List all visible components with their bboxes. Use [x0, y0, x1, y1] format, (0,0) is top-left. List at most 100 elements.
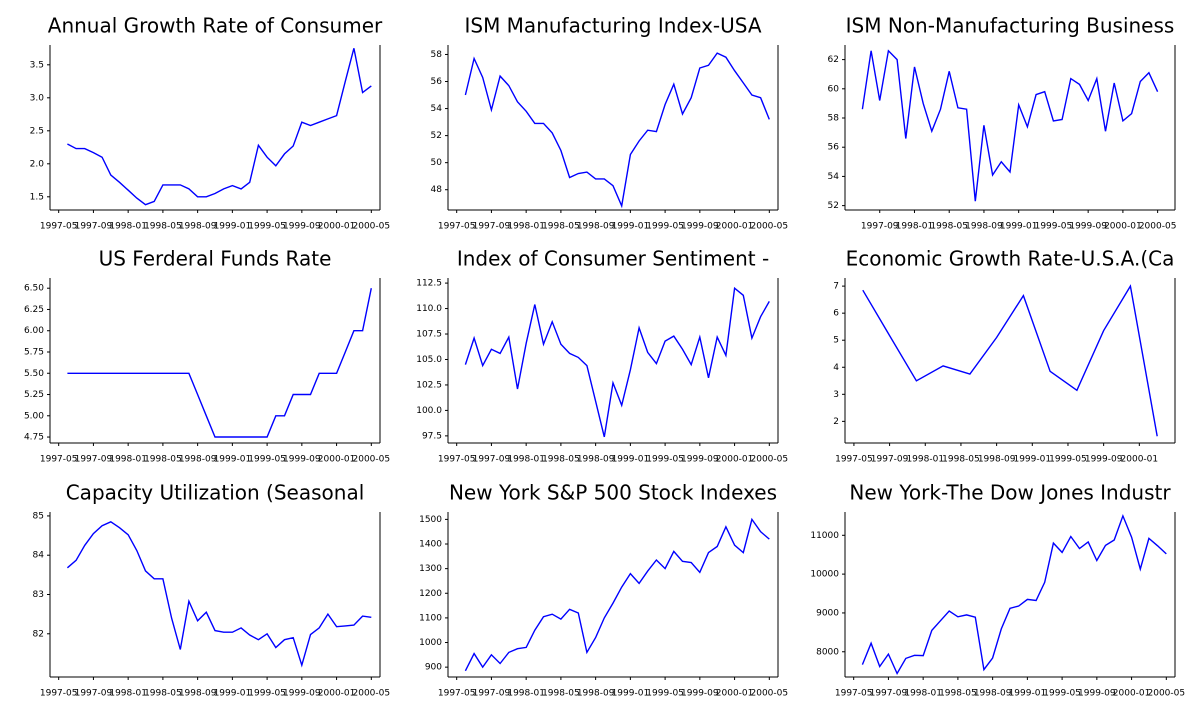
y-tick-label: 105.0: [416, 355, 442, 365]
x-tick-label: 1999-09: [283, 222, 321, 232]
x-tick-label: 1999-09: [681, 689, 719, 699]
y-tick-label: 52: [431, 131, 442, 141]
y-tick-label: 82: [33, 629, 44, 639]
x-tick-label: 1999-09: [681, 455, 719, 465]
x-tick-label: 2000-01: [318, 689, 356, 699]
x-tick-label: 1999-01: [214, 455, 252, 465]
y-tick-label: 11000: [810, 531, 839, 541]
x-tick-label: 1997-09: [871, 455, 909, 465]
x-tick-label: 1997-09: [473, 455, 511, 465]
y-tick-label: 5.50: [24, 369, 44, 379]
data-line: [464, 286, 770, 438]
chart-title: New York-The Dow Jones Industr: [849, 481, 1171, 505]
x-tick-label: 1999-01: [1000, 222, 1038, 232]
data-line: [464, 517, 770, 672]
x-tick-label: 1997-09: [473, 689, 511, 699]
y-tick-label: 3.5: [30, 60, 44, 70]
x-tick-label: 1997-05: [835, 689, 873, 699]
y-tick-label: 102.5: [416, 380, 442, 390]
y-tick-label: 1400: [419, 540, 442, 550]
y-tick-label: 6.50: [24, 284, 44, 294]
x-tick-label: 1997-09: [473, 222, 511, 232]
x-tick-label: 1999-05: [1043, 689, 1081, 699]
x-tick-label: 1998-09: [179, 689, 217, 699]
x-tick-label: 1998-01: [906, 455, 944, 465]
x-tick-label: 1999-09: [1078, 689, 1116, 699]
x-tick-label: 1998-01: [904, 689, 942, 699]
x-tick-label: 1999-01: [612, 222, 650, 232]
x-tick-label: 1998-09: [179, 222, 217, 232]
x-tick-label: 1999-05: [1049, 455, 1087, 465]
x-tick-label: 2000-05: [1139, 222, 1177, 232]
x-tick-label: 1999-01: [1009, 689, 1047, 699]
y-tick-label: 50: [431, 158, 443, 168]
data-line: [861, 513, 1167, 676]
y-tick-label: 6: [833, 309, 839, 319]
x-tick-label: 2000-05: [751, 222, 789, 232]
x-tick-label: 1998-05: [930, 222, 968, 232]
x-tick-label: 1998-01: [109, 222, 147, 232]
x-tick-label: 1998-09: [978, 455, 1016, 465]
y-tick-label: 2: [833, 417, 839, 427]
y-tick-label: 4: [833, 363, 839, 373]
x-tick-label: 1997-09: [75, 455, 113, 465]
x-tick-label: 1998-01: [507, 455, 545, 465]
x-tick-label: 1999-01: [214, 222, 252, 232]
y-tick-label: 6.25: [24, 305, 44, 315]
x-tick-label: 2000-01: [1113, 689, 1151, 699]
data-line: [862, 284, 1158, 437]
chart-title: US Ferderal Funds Rate: [99, 247, 332, 271]
y-tick-label: 83: [33, 590, 44, 600]
y-tick-label: 3: [833, 390, 839, 400]
x-tick-label: 1997-05: [438, 222, 476, 232]
x-tick-label: 1997-05: [438, 689, 476, 699]
y-tick-label: 97.5: [422, 431, 442, 441]
data-line: [67, 288, 372, 438]
x-tick-label: 1998-09: [577, 222, 615, 232]
y-tick-label: 54: [431, 104, 443, 114]
x-tick-label: 1999-05: [646, 689, 684, 699]
y-tick-label: 8000: [816, 647, 839, 657]
y-tick-label: 58: [431, 50, 443, 60]
x-tick-label: 2000-01: [716, 222, 754, 232]
chart-title: ISM Manufacturing Index-USA: [464, 14, 761, 38]
x-tick-label: 2000-05: [751, 455, 789, 465]
chart-title: Economic Growth Rate-U.S.A.(Ca: [846, 247, 1175, 271]
x-tick-label: 1997-05: [40, 455, 78, 465]
y-tick-label: 900: [425, 663, 442, 673]
x-tick-label: 1999-01: [612, 689, 650, 699]
y-tick-label: 52: [828, 201, 839, 211]
y-tick-label: 1100: [419, 613, 442, 623]
x-tick-label: 1998-01: [109, 689, 147, 699]
x-tick-label: 2000-01: [318, 455, 356, 465]
x-tick-label: 1999-09: [681, 222, 719, 232]
x-tick-label: 1999-05: [646, 455, 684, 465]
x-tick-label: 1998-01: [896, 222, 934, 232]
y-tick-label: 7: [833, 282, 839, 292]
data-line: [67, 48, 372, 206]
x-tick-label: 1997-09: [75, 689, 113, 699]
x-tick-label: 1998-09: [179, 455, 217, 465]
x-tick-label: 2000-01: [1104, 222, 1142, 232]
y-tick-label: 84: [33, 551, 45, 561]
y-tick-label: 58: [828, 114, 840, 124]
y-tick-label: 5.00: [24, 411, 44, 421]
x-tick-label: 1997-09: [75, 222, 113, 232]
y-tick-label: 110.0: [416, 304, 442, 314]
chart-title: Index of Consumer Sentiment -: [457, 247, 769, 271]
x-tick-label: 1998-05: [542, 455, 580, 465]
x-tick-label: 1999-05: [248, 689, 286, 699]
y-tick-label: 3.0: [30, 93, 45, 103]
y-tick-label: 112.5: [416, 279, 442, 289]
y-tick-label: 6.00: [24, 326, 44, 336]
chart-title: Annual Growth Rate of Consumer: [48, 14, 383, 38]
y-tick-label: 62: [828, 55, 839, 65]
x-tick-label: 1999-09: [1085, 455, 1123, 465]
x-tick-label: 1998-09: [577, 689, 615, 699]
x-tick-label: 1998-09: [577, 455, 615, 465]
y-tick-label: 5: [833, 336, 839, 346]
x-tick-label: 1999-01: [612, 455, 650, 465]
y-tick-label: 2.0: [30, 159, 45, 169]
x-tick-label: 2000-05: [353, 455, 391, 465]
